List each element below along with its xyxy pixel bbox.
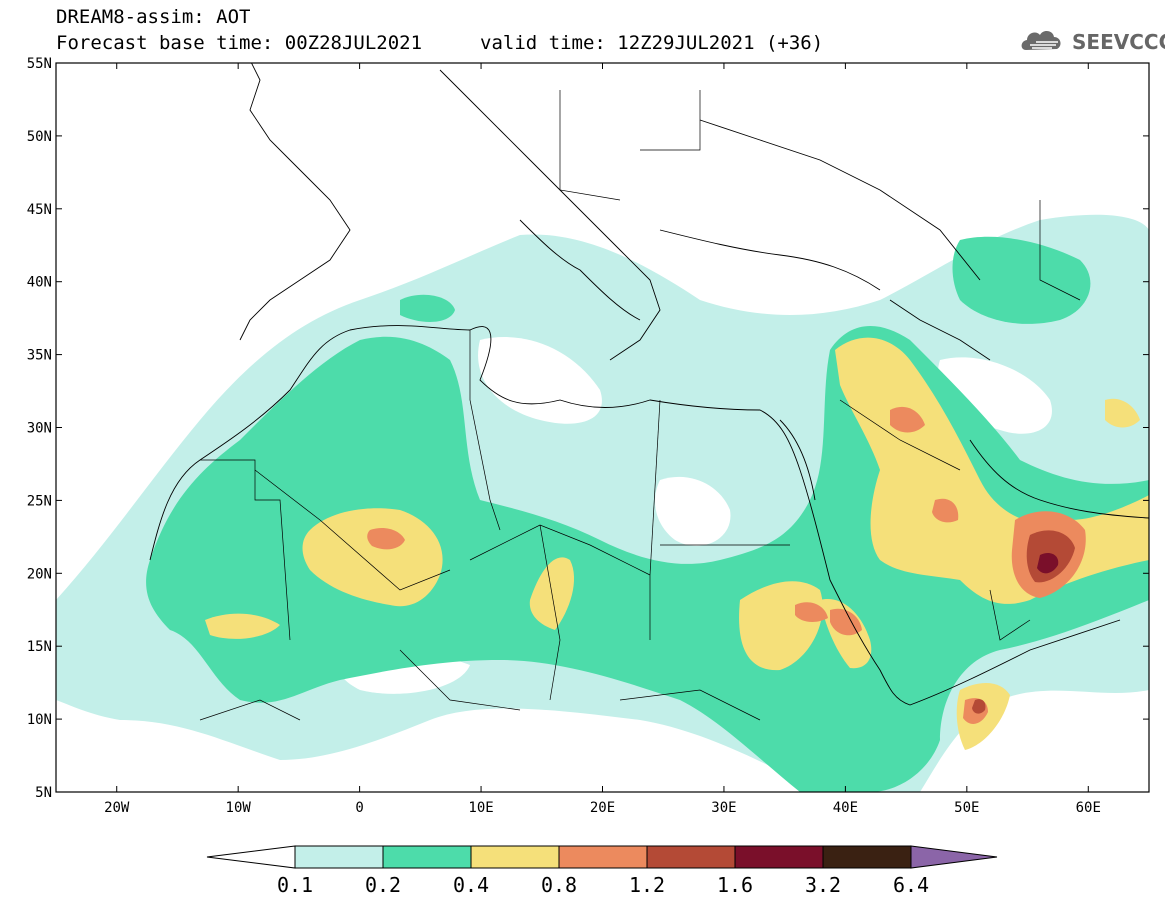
lon-tick-label: 60E	[1076, 800, 1101, 816]
colorbar-level-label: 0.2	[365, 873, 401, 897]
colorbar-level-label: 0.4	[453, 873, 489, 897]
logo-text: SEEVCCC	[1072, 30, 1165, 54]
coastlines	[149, 63, 1149, 706]
forecast-base-time: Forecast base time: 00Z28JUL2021	[56, 32, 423, 54]
map-title: DREAM8-assim: AOT	[56, 6, 251, 28]
colorbar-level-label: 0.1	[277, 873, 313, 897]
country-borders	[199, 90, 1081, 721]
lon-tick-label: 20W	[104, 800, 130, 816]
valid-time: valid time: 12Z29JUL2021 (+36)	[480, 32, 824, 54]
aot-band-1-6	[1037, 553, 1059, 574]
aot-band-0-4	[302, 508, 443, 607]
colorbar-under-arrow	[206, 845, 296, 869]
colorbar-level-label: 1.2	[629, 873, 665, 897]
lat-tick-label: 20N	[27, 566, 52, 582]
colorbar: 0.1 0.2 0.4 0.8 1.2 1.6 3.2 6.4	[206, 845, 998, 897]
lat-tick-label: 45N	[27, 202, 52, 218]
lat-tick-label: 15N	[27, 639, 52, 655]
seevccc-logo: SEEVCCC	[1018, 24, 1165, 58]
colorbar-level-label: 3.2	[805, 873, 841, 897]
cloud-icon	[1021, 31, 1061, 50]
lon-tick-label: 40E	[833, 800, 858, 816]
lat-tick-label: 25N	[27, 493, 52, 509]
colorbar-level-label: 1.6	[717, 873, 753, 897]
aot-band-0-8	[367, 528, 405, 550]
latitude-axis: 55N 50N 45N 40N 35N 30N 25N 20N 15N 10N 5N	[27, 56, 1149, 801]
lon-tick-label: 30E	[711, 800, 736, 816]
longitude-axis: 20W 10W 0 10E 20E 30E 40E 50E 60E	[104, 63, 1101, 816]
lon-tick-label: 10W	[226, 800, 252, 816]
colorbar-bin	[646, 845, 736, 869]
lat-tick-label: 10N	[27, 712, 52, 728]
lat-tick-label: 50N	[27, 129, 52, 145]
aot-field	[56, 63, 1149, 792]
lat-tick-label: 5N	[35, 785, 52, 801]
lat-tick-label: 30N	[27, 421, 52, 437]
colorbar-bin	[734, 845, 824, 869]
lat-tick-label: 40N	[27, 275, 52, 291]
colorbar-over-arrow	[910, 845, 998, 869]
lat-tick-label: 55N	[27, 56, 52, 72]
lon-tick-label: 10E	[468, 800, 493, 816]
colorbar-bin	[294, 845, 384, 869]
colorbar-bin	[822, 845, 912, 869]
colorbar-bin	[382, 845, 472, 869]
colorbar-bin	[558, 845, 648, 869]
colorbar-level-label: 6.4	[893, 873, 929, 897]
lon-tick-label: 50E	[954, 800, 979, 816]
lon-tick-label: 0	[355, 800, 363, 816]
lon-tick-label: 20E	[590, 800, 615, 816]
lat-tick-label: 35N	[27, 348, 52, 364]
colorbar-bin	[470, 845, 560, 869]
colorbar-level-label: 0.8	[541, 873, 577, 897]
